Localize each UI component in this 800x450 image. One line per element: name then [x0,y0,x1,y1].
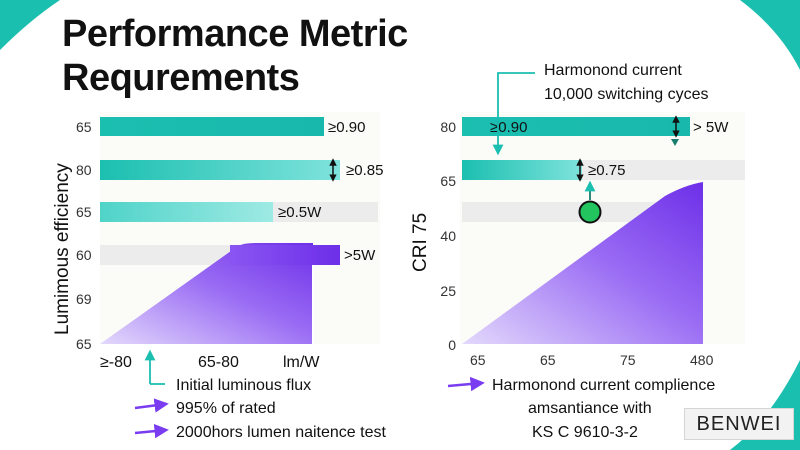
left-y-tick-6: 65 [76,336,92,352]
flux-arrow [134,398,169,413]
right-x-tick-1: 65 [470,352,486,368]
right-x-tick-2: 65 [540,352,556,368]
left-bar-4 [230,245,340,265]
compliance-line-2: amsantiance with [528,400,652,417]
flux-line-1: Initial luminous flux [176,377,312,394]
right-bar-2-label: ≥0.75 [588,162,625,179]
left-y-tick-4: 60 [76,247,92,263]
left-y-tick-1: 65 [76,119,92,135]
compliance-line-3: KS C 9610-3-2 [532,424,638,441]
left-bar-4-label: >5W [344,247,376,264]
right-bar-1 [462,117,690,136]
lumen-test-label: 2000hors lumen naitence test [176,424,386,441]
left-bar-2-label: ≥0.85 [346,162,383,179]
left-bar-2 [100,160,340,180]
right-y-tick-2: 65 [440,173,456,189]
corner-decoration-top-left [0,0,60,50]
right-bar-1-inner-label: ≥0.90 [490,119,527,136]
right-bar-1-tip [671,139,679,146]
left-x-tick-3: lm/W [283,354,320,371]
page-title-line-1: Performance Metric [62,13,408,55]
left-y-tick-3: 65 [76,204,92,220]
brand-watermark: BENWEI [684,408,794,440]
green-dot-marker [578,200,602,224]
right-y-tick-4: 25 [440,283,456,299]
corner-decoration-top-right [740,0,800,70]
left-bar-1-label: ≥0.90 [328,119,365,136]
left-bar-1 [100,117,324,136]
left-area [100,243,313,344]
right-bar-2 [462,160,582,180]
right-y-tick-5: 0 [448,337,456,353]
right-chart: ≥0.90 > 5W ≥0.75 80 65 40 25 0 CRI 75 65… [410,72,745,392]
left-x-tick-1: ≥-80 [100,354,132,371]
left-y-tick-5: 69 [76,291,92,307]
right-y-axis-label: CRI 75 [410,213,431,272]
right-y-tick-3: 40 [440,228,456,244]
left-bar-3 [100,202,273,222]
right-x-tick-4: 480 [690,352,714,368]
flux-line-2: 995% of rated [176,400,276,417]
left-chart: ≥0.90 ≥0.85 ≥0.5W >5W 65 80 65 60 69 65 … [52,117,383,439]
right-area [462,182,703,344]
left-y-axis-label: Lumimous efficiency [52,163,73,335]
left-x-tick-2: 65-80 [198,354,239,371]
right-callout-connector [492,72,535,156]
compliance-line-1: Harmonond current complience [492,377,716,394]
page-title: Performance Metric Requrements [62,12,408,100]
left-y-tick-2: 80 [76,162,92,178]
right-bar-1-label: > 5W [693,119,729,136]
harmonic-top-line-1: Harmonond current [544,62,682,79]
harmonic-top-line-2: 10,000 switching cyces [544,86,709,103]
right-x-tick-3: 75 [620,352,636,368]
right-y-tick-1: 80 [440,119,456,135]
left-bar-3-label: ≥0.5W [278,204,322,221]
lumen-test-arrow [134,423,169,439]
page-title-line-2: Requrements [62,57,300,99]
compliance-arrow [447,376,485,392]
